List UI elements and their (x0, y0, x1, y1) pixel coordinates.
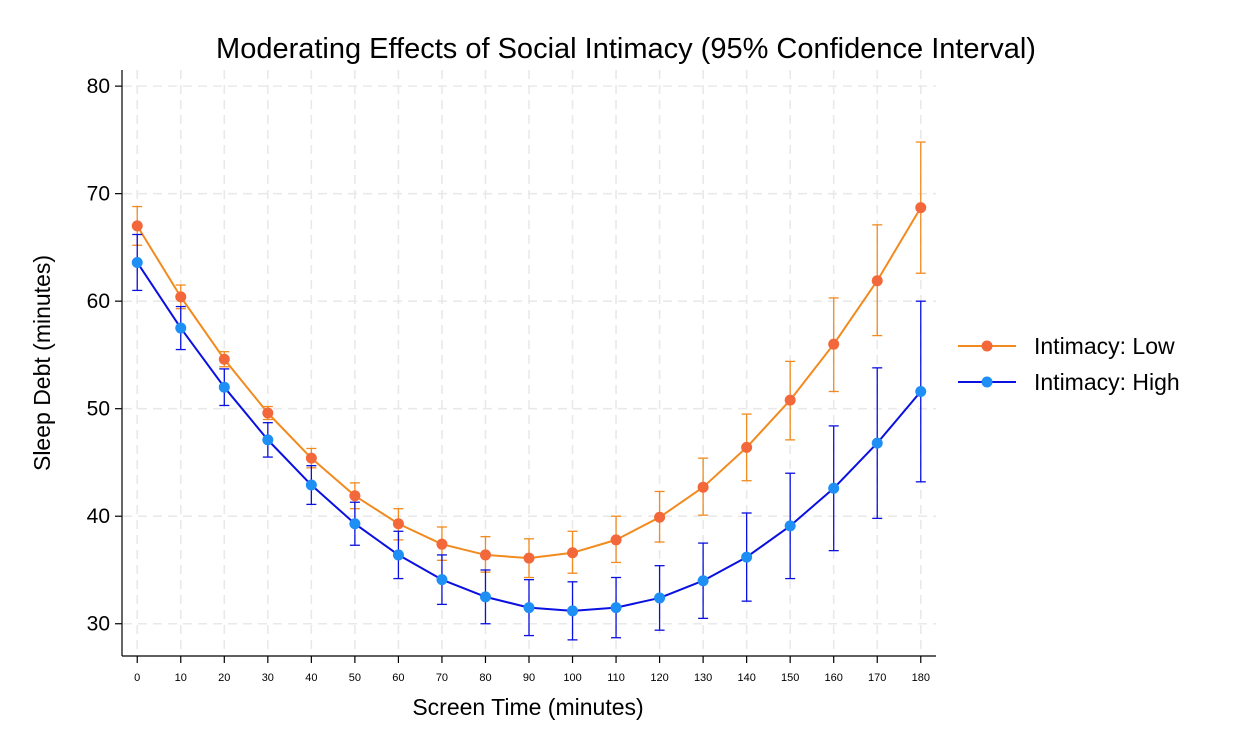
x-tick-label: 10 (175, 672, 187, 684)
data-point (175, 322, 187, 334)
data-point (479, 591, 491, 603)
data-point (392, 518, 404, 530)
x-tick-label: 120 (650, 672, 668, 684)
x-tick-label: 170 (868, 672, 886, 684)
x-tick-label: 130 (694, 672, 712, 684)
data-point (784, 394, 796, 406)
x-tick-label: 60 (392, 672, 404, 684)
series (131, 141, 927, 641)
data-point (392, 549, 404, 561)
legend-item: Intimacy: Low (958, 333, 1175, 359)
data-point (871, 275, 883, 287)
data-point (218, 353, 230, 365)
y-axis-ticks: 30 40 50 60 70 80 (87, 75, 122, 636)
x-tick-label: 30 (262, 672, 274, 684)
series-low (131, 141, 927, 579)
data-point (262, 434, 274, 446)
x-tick-label: 140 (737, 672, 755, 684)
y-tick-label: 70 (87, 183, 110, 206)
data-point (436, 574, 448, 586)
data-point (349, 490, 361, 502)
legend: Intimacy: Low Intimacy: High (958, 333, 1180, 395)
y-tick-label: 30 (87, 613, 110, 636)
y-tick-label: 80 (87, 75, 110, 98)
data-point (479, 549, 491, 561)
data-point (567, 547, 579, 559)
data-point (741, 551, 753, 563)
x-tick-label: 110 (607, 672, 625, 684)
y-tick-label: 40 (87, 505, 110, 528)
x-tick-label: 80 (479, 672, 491, 684)
x-tick-label: 20 (218, 672, 230, 684)
x-tick-label: 150 (781, 672, 799, 684)
data-point (871, 437, 883, 449)
legend-label: Intimacy: High (1034, 369, 1180, 395)
data-point (610, 602, 622, 614)
data-point (654, 511, 666, 523)
data-point (262, 407, 274, 419)
data-point (436, 538, 448, 550)
data-point (567, 605, 579, 617)
x-tick-label: 40 (305, 672, 317, 684)
x-tick-label: 70 (436, 672, 448, 684)
series-high (131, 233, 927, 641)
data-point (523, 602, 535, 614)
data-point (131, 256, 143, 268)
data-point (828, 338, 840, 350)
data-point (741, 441, 753, 453)
x-tick-label: 90 (523, 672, 535, 684)
legend-marker (981, 340, 993, 352)
legend-marker (981, 376, 993, 388)
data-point (610, 534, 622, 546)
y-tick-label: 60 (87, 290, 110, 313)
x-tick-label: 0 (134, 672, 140, 684)
x-tick-label: 180 (912, 672, 930, 684)
data-point (654, 592, 666, 604)
x-axis-ticks: 0 10 20 30 40 50 60 70 80 90 100 110 120 130 140 150 160… (134, 656, 930, 684)
x-tick-label: 160 (825, 672, 843, 684)
data-point (697, 575, 709, 587)
data-point (828, 482, 840, 494)
y-tick-label: 50 (87, 398, 110, 421)
chart-title: Moderating Effects of Social Intimacy (9… (216, 33, 1036, 65)
x-tick-label: 100 (563, 672, 581, 684)
data-point (131, 220, 143, 232)
x-tick-label: 50 (349, 672, 361, 684)
data-point (523, 552, 535, 564)
data-point (218, 381, 230, 393)
data-point (305, 479, 317, 491)
data-point (349, 518, 361, 530)
legend-label: Intimacy: Low (1034, 333, 1175, 359)
y-axis-title: Sleep Debt (minutes) (29, 255, 55, 471)
data-point (915, 202, 927, 214)
data-point (784, 520, 796, 532)
data-point (697, 481, 709, 493)
legend-item: Intimacy: High (958, 369, 1180, 395)
data-point (305, 452, 317, 464)
data-point (175, 291, 187, 303)
x-axis-title: Screen Time (minutes) (412, 694, 643, 720)
data-point (915, 385, 927, 397)
